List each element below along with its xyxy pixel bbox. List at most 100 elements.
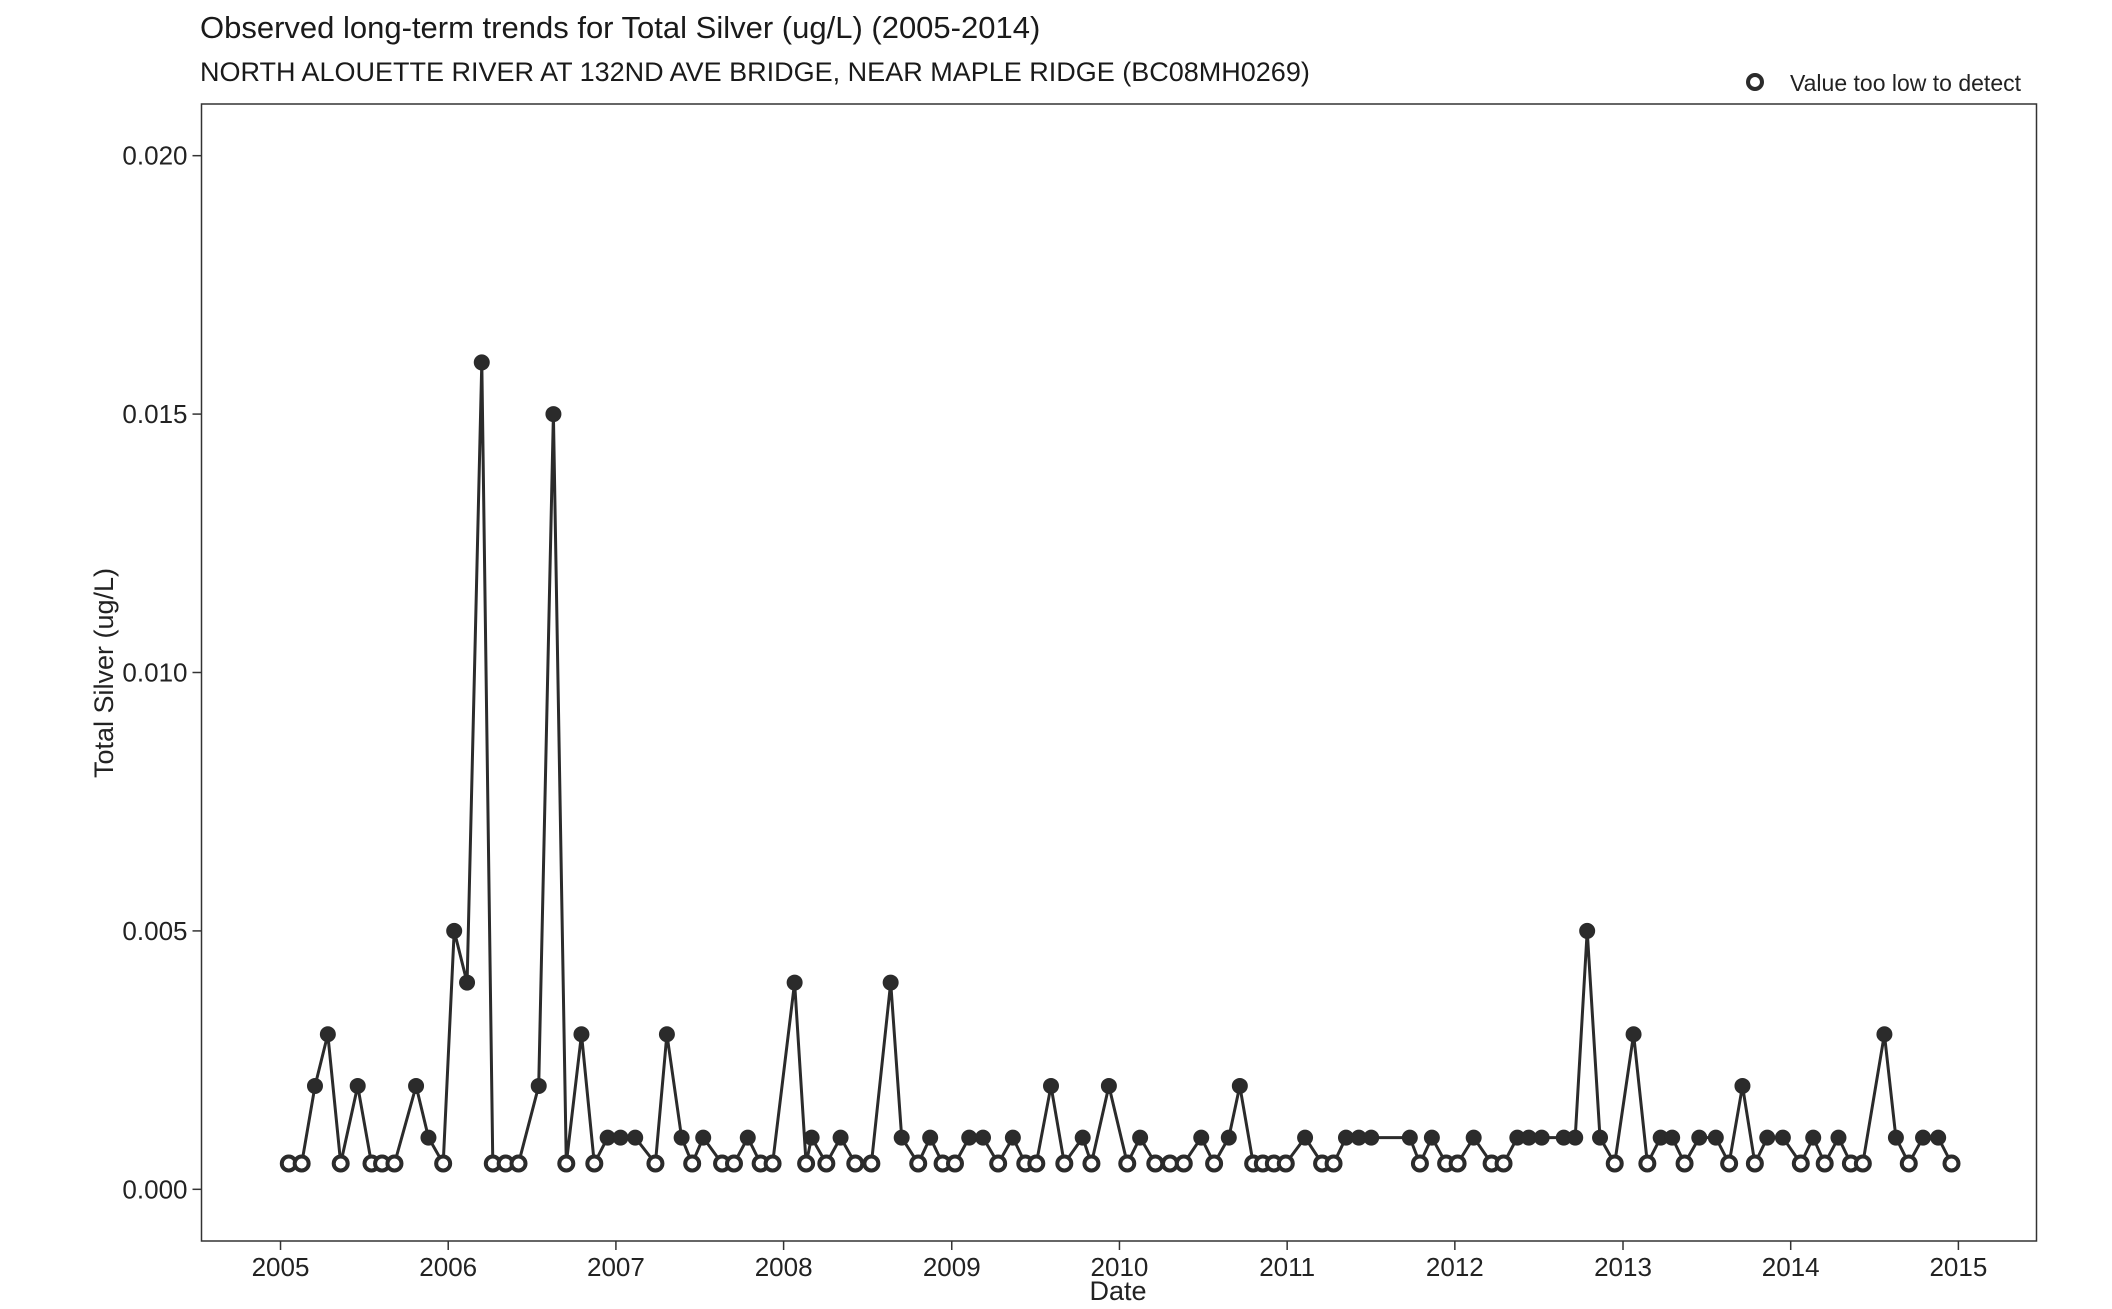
data-point-below-detection bbox=[989, 1154, 1008, 1173]
data-point-below-detection bbox=[1146, 1154, 1165, 1173]
series bbox=[279, 354, 1961, 1173]
data-point bbox=[1759, 1129, 1776, 1146]
data-point bbox=[786, 974, 803, 991]
x-tick-label: 2014 bbox=[1762, 1252, 1820, 1282]
data-point bbox=[420, 1129, 437, 1146]
data-point bbox=[1533, 1129, 1550, 1146]
data-point-below-detection bbox=[1082, 1154, 1101, 1173]
data-point bbox=[1592, 1129, 1609, 1146]
data-point-below-detection bbox=[1675, 1154, 1694, 1173]
data-point bbox=[882, 974, 899, 991]
data-point-below-detection bbox=[646, 1154, 665, 1173]
data-point-below-detection bbox=[683, 1154, 702, 1173]
x-axis: 2005 2006 2007 2008 2009 2010 2011 2012 2013 2014… bbox=[252, 1241, 1987, 1282]
data-point bbox=[545, 406, 562, 423]
data-point bbox=[673, 1129, 690, 1146]
data-point-below-detection bbox=[1853, 1154, 1872, 1173]
data-point-below-detection bbox=[1815, 1154, 1834, 1173]
data-point-below-detection bbox=[434, 1154, 453, 1173]
x-tick-label: 2008 bbox=[755, 1252, 813, 1282]
data-point-below-detection bbox=[763, 1154, 782, 1173]
data-point-below-detection bbox=[1027, 1154, 1046, 1173]
data-point bbox=[1887, 1129, 1904, 1146]
data-point bbox=[1465, 1129, 1482, 1146]
x-tick-label: 2010 bbox=[1091, 1252, 1149, 1282]
data-point bbox=[739, 1129, 756, 1146]
data-point bbox=[975, 1129, 992, 1146]
data-point-below-detection bbox=[1276, 1154, 1295, 1173]
chart-title: Observed long-term trends for Total Silv… bbox=[200, 10, 1040, 45]
data-point-below-detection bbox=[1638, 1154, 1657, 1173]
data-point bbox=[1625, 1026, 1642, 1043]
data-point bbox=[1707, 1129, 1724, 1146]
data-point bbox=[1100, 1077, 1117, 1094]
x-tick-label: 2006 bbox=[419, 1252, 477, 1282]
data-point bbox=[627, 1129, 644, 1146]
y-tick-label: 0.000 bbox=[122, 1174, 187, 1204]
x-tick-label: 2007 bbox=[587, 1252, 645, 1282]
data-point bbox=[695, 1129, 712, 1146]
data-point-below-detection bbox=[909, 1154, 928, 1173]
data-point bbox=[893, 1129, 910, 1146]
data-point-below-detection bbox=[1410, 1154, 1429, 1173]
data-point-below-detection bbox=[1055, 1154, 1074, 1173]
data-point-below-detection bbox=[817, 1154, 836, 1173]
data-point bbox=[1132, 1129, 1149, 1146]
data-point bbox=[961, 1129, 978, 1146]
data-point bbox=[922, 1129, 939, 1146]
data-point bbox=[1774, 1129, 1791, 1146]
data-point bbox=[306, 1077, 323, 1094]
legend-label: Value too low to detect bbox=[1790, 70, 2022, 96]
data-point-below-detection bbox=[1720, 1154, 1739, 1173]
y-tick-label: 0.010 bbox=[122, 658, 187, 688]
data-point bbox=[1363, 1129, 1380, 1146]
data-point bbox=[658, 1026, 675, 1043]
data-point bbox=[1691, 1129, 1708, 1146]
y-axis-title: Total Silver (ug/L) bbox=[89, 568, 119, 778]
data-point bbox=[1220, 1129, 1237, 1146]
legend: Value too low to detect bbox=[1746, 70, 2022, 96]
x-tick-label: 2009 bbox=[923, 1252, 981, 1282]
data-point-below-detection bbox=[1324, 1154, 1343, 1173]
data-point-below-detection bbox=[1118, 1154, 1137, 1173]
x-tick-label: 2005 bbox=[252, 1252, 310, 1282]
legend-open-circle-icon bbox=[1746, 73, 1764, 91]
data-point bbox=[319, 1026, 336, 1043]
data-point-below-detection bbox=[585, 1154, 604, 1173]
data-point bbox=[1074, 1129, 1091, 1146]
data-point-below-detection bbox=[846, 1154, 865, 1173]
data-point bbox=[1567, 1129, 1584, 1146]
x-tick-label: 2015 bbox=[1929, 1252, 1987, 1282]
x-tick-label: 2013 bbox=[1594, 1252, 1652, 1282]
data-point-below-detection bbox=[1205, 1154, 1224, 1173]
data-point bbox=[1231, 1077, 1248, 1094]
data-point bbox=[1004, 1129, 1021, 1146]
data-point bbox=[1734, 1077, 1751, 1094]
data-point-below-detection bbox=[1605, 1154, 1624, 1173]
data-point bbox=[408, 1077, 425, 1094]
y-tick-label: 0.015 bbox=[122, 399, 187, 429]
data-point bbox=[1930, 1129, 1947, 1146]
data-point bbox=[459, 974, 476, 991]
data-point-below-detection bbox=[1448, 1154, 1467, 1173]
y-axis: 0.000 0.005 0.010 0.015 0.020 bbox=[122, 141, 202, 1204]
data-point-below-detection bbox=[724, 1154, 743, 1173]
data-point bbox=[803, 1129, 820, 1146]
data-point bbox=[832, 1129, 849, 1146]
data-point bbox=[1830, 1129, 1847, 1146]
data-point-below-detection bbox=[1899, 1154, 1918, 1173]
x-axis-title: Date bbox=[1089, 1276, 1146, 1306]
data-point-below-detection bbox=[945, 1154, 964, 1173]
data-point bbox=[1401, 1129, 1418, 1146]
data-point-below-detection bbox=[1745, 1154, 1764, 1173]
data-point bbox=[1297, 1129, 1314, 1146]
data-point bbox=[1579, 922, 1596, 939]
data-point-below-detection bbox=[1174, 1154, 1193, 1173]
data-point bbox=[473, 354, 490, 371]
data-point-below-detection bbox=[1942, 1154, 1961, 1173]
data-point bbox=[1876, 1026, 1893, 1043]
data-point bbox=[1915, 1129, 1932, 1146]
data-point-below-detection bbox=[862, 1154, 881, 1173]
data-point bbox=[1664, 1129, 1681, 1146]
data-point-below-detection bbox=[331, 1154, 350, 1173]
